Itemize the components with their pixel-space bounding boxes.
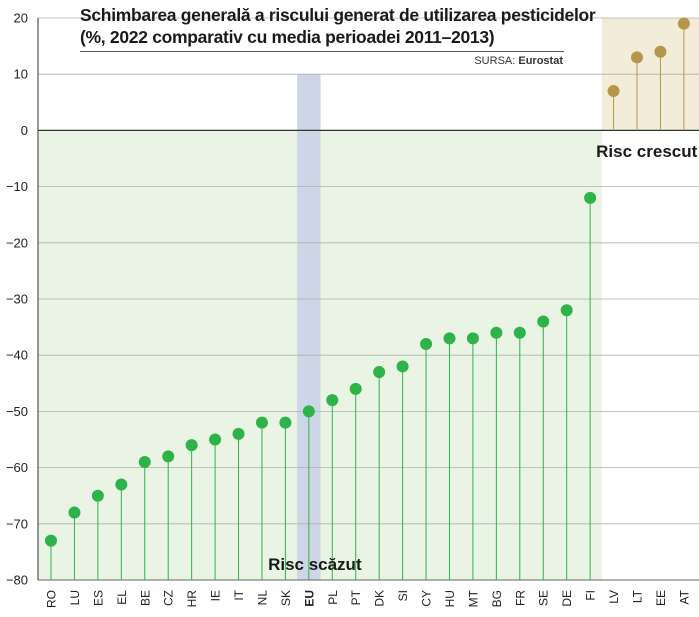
y-tick-label: 10 bbox=[14, 67, 28, 82]
y-tick-label: −10 bbox=[6, 179, 28, 194]
data-point-ie bbox=[209, 433, 222, 446]
data-point-hr bbox=[185, 439, 198, 452]
data-point-lv bbox=[607, 85, 620, 98]
source-name: Eurostat bbox=[518, 55, 563, 67]
x-tick-label-sk: SK bbox=[279, 590, 293, 606]
data-point-nl bbox=[255, 416, 268, 429]
x-tick-label-dk: DK bbox=[373, 590, 387, 607]
data-point-bg bbox=[490, 326, 503, 339]
x-tick-label-lt: LT bbox=[631, 589, 645, 603]
x-tick-label-cz: CZ bbox=[162, 590, 176, 606]
data-point-fr bbox=[513, 326, 526, 339]
data-point-es bbox=[91, 489, 104, 502]
data-point-ro bbox=[45, 534, 57, 547]
x-tick-label-hu: HU bbox=[443, 590, 457, 607]
x-tick-label-it: IT bbox=[232, 589, 246, 600]
y-tick-label: 0 bbox=[21, 123, 28, 138]
data-point-lt bbox=[631, 51, 643, 64]
x-tick-label-at: AT bbox=[677, 589, 691, 604]
data-point-mt bbox=[466, 332, 479, 345]
y-tick-label: 20 bbox=[14, 11, 28, 26]
data-point-lu bbox=[68, 506, 81, 519]
annotation-risk-decrease: Risc scăzut bbox=[268, 555, 362, 574]
x-tick-label-pl: PL bbox=[326, 590, 340, 605]
y-tick-label: −70 bbox=[6, 516, 28, 531]
x-tick-label-lv: LV bbox=[607, 590, 621, 604]
y-tick-label: −20 bbox=[6, 235, 28, 250]
y-tick-label: −40 bbox=[6, 348, 28, 363]
data-point-hu bbox=[443, 332, 456, 345]
x-tick-label-se: SE bbox=[537, 590, 551, 606]
x-tick-label-bg: BG bbox=[490, 590, 504, 607]
data-point-si bbox=[396, 360, 409, 373]
data-point-eu bbox=[302, 405, 315, 418]
eu-highlight-band bbox=[297, 74, 321, 580]
chart-title-line-1: Schimbarea generală a riscului generat d… bbox=[80, 5, 596, 25]
y-tick-label: −60 bbox=[6, 460, 28, 475]
y-tick-label: −30 bbox=[6, 292, 28, 307]
x-tick-label-si: SI bbox=[396, 590, 410, 601]
chart-title-line-2: (%, 2022 comparativ cu media perioadei 2… bbox=[80, 27, 495, 47]
data-point-se bbox=[537, 315, 550, 328]
x-tick-label-lu: LU bbox=[68, 590, 82, 605]
source-note: SURSA: Eurostat bbox=[474, 55, 563, 67]
data-point-at bbox=[677, 17, 690, 30]
x-tick-label-pt: PT bbox=[349, 589, 363, 605]
x-tick-label-mt: MT bbox=[466, 589, 480, 607]
data-point-cy bbox=[420, 337, 433, 350]
x-tick-label-ee: EE bbox=[654, 590, 668, 606]
x-tick-label-ro: RO bbox=[45, 590, 59, 608]
data-point-pt bbox=[349, 382, 362, 395]
y-tick-label: −80 bbox=[6, 573, 28, 588]
chart-title: Schimbarea generală a riscului generat d… bbox=[80, 4, 596, 48]
title-divider bbox=[80, 51, 564, 52]
annotation-risk-increase: Risc crescut bbox=[596, 142, 697, 161]
x-tick-label-hr: HR bbox=[185, 590, 199, 608]
x-tick-label-be: BE bbox=[138, 590, 152, 606]
data-point-el bbox=[115, 478, 128, 491]
data-point-pl bbox=[326, 394, 339, 407]
data-point-cz bbox=[162, 450, 175, 463]
x-tick-label-fr: FR bbox=[513, 590, 527, 606]
data-point-it bbox=[232, 427, 245, 440]
data-point-ee bbox=[654, 45, 667, 58]
x-tick-label-nl: NL bbox=[255, 590, 269, 606]
x-tick-label-fi: FI bbox=[584, 590, 598, 601]
y-tick-label: −50 bbox=[6, 404, 28, 419]
x-tick-label-de: DE bbox=[560, 590, 574, 607]
x-tick-label-cy: CY bbox=[420, 590, 434, 607]
x-tick-label-eu: EU bbox=[302, 590, 316, 607]
data-point-dk bbox=[373, 366, 386, 379]
x-tick-label-el: EL bbox=[115, 590, 129, 605]
source-prefix: SURSA: bbox=[474, 55, 516, 67]
data-point-fi bbox=[584, 191, 597, 204]
data-point-de bbox=[560, 304, 573, 317]
data-point-be bbox=[138, 455, 151, 468]
data-point-sk bbox=[279, 416, 292, 429]
x-tick-label-es: ES bbox=[91, 590, 105, 606]
x-tick-label-ie: IE bbox=[209, 590, 223, 601]
